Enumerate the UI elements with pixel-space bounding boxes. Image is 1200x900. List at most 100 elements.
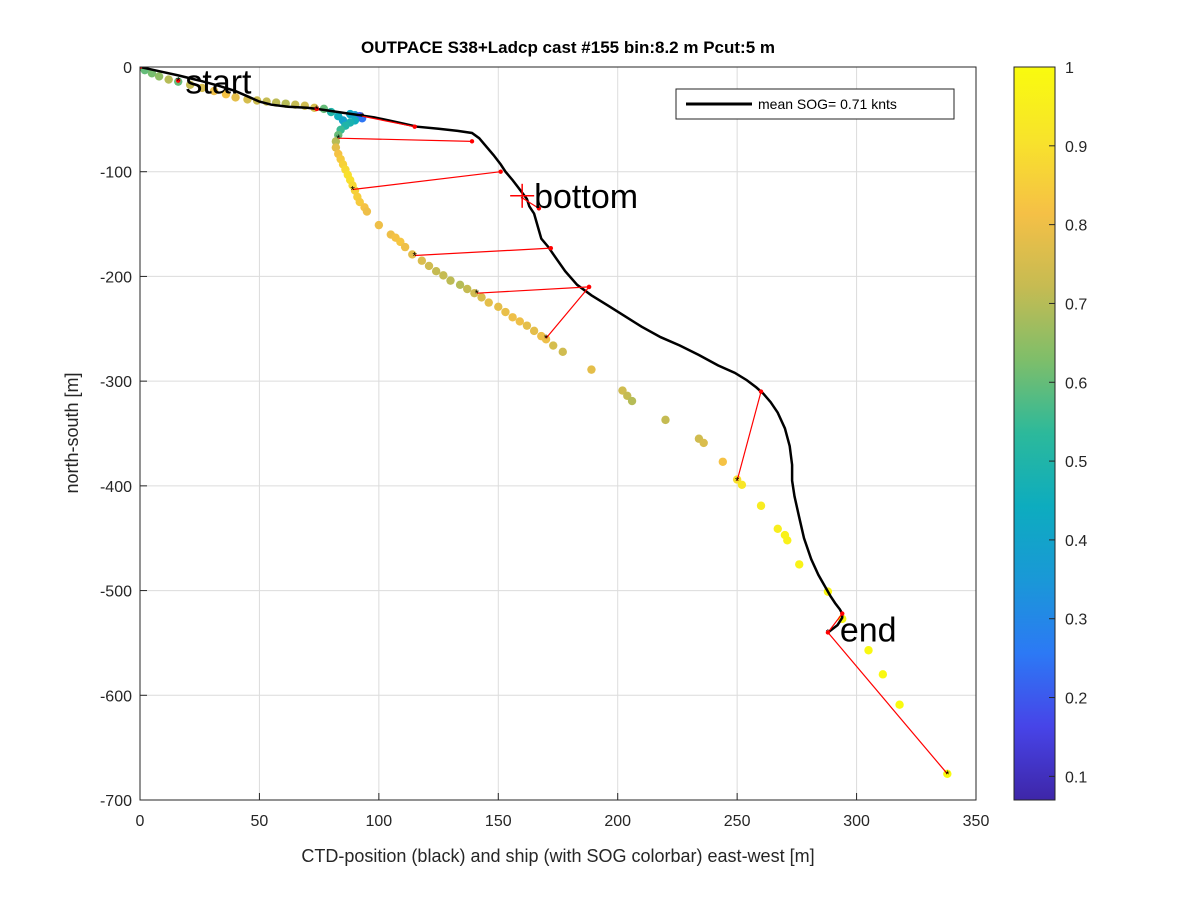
ship-point — [756, 501, 766, 510]
ship-point — [484, 298, 493, 307]
ship-point — [209, 86, 219, 96]
ctd-connector-point — [140, 67, 143, 70]
ship-point — [699, 438, 708, 448]
ship-point — [362, 207, 372, 216]
ship-point — [529, 326, 539, 336]
colorbar-tick-label: 0.9 — [1065, 139, 1087, 156]
ship-connector-star: * — [360, 111, 365, 123]
ship-connector-star: * — [735, 476, 740, 488]
ship-point — [424, 261, 434, 271]
ship-point — [522, 321, 532, 330]
colorbar-gradient — [1014, 67, 1055, 800]
ctd-connector-point — [536, 206, 542, 211]
colorbar: 0.1 0.2 0.3 0.4 0.5 0.6 0.7 0.8 0.9 1 — [1013, 60, 1087, 801]
annotation-start: start — [185, 64, 252, 102]
ship-point — [154, 72, 164, 81]
colorbar-tick-label: 0.8 — [1065, 218, 1087, 235]
ship-connector-star: * — [138, 62, 143, 74]
ship-point — [558, 347, 567, 357]
ctd-connector-point — [469, 139, 475, 144]
ship-connector-star: * — [475, 288, 480, 300]
colorbar-ticks: 0.1 0.2 0.3 0.4 0.5 0.6 0.7 0.8 0.9 1 — [1049, 60, 1087, 786]
ship-connector-star: * — [413, 250, 418, 262]
ship-point — [164, 75, 173, 84]
ship-connector-star: * — [945, 769, 950, 781]
ship-point — [864, 646, 873, 655]
colorbar-tick-label: 0.7 — [1065, 296, 1087, 313]
legend-label: mean SOG= 0.71 knts — [758, 96, 897, 112]
ship-point — [878, 670, 888, 679]
connector-line — [352, 171, 501, 191]
x-tick-label: 300 — [843, 813, 870, 830]
connector-line — [827, 613, 843, 633]
y-tick-label: -700 — [100, 793, 132, 810]
ship-point — [627, 396, 637, 406]
connector-line — [362, 115, 415, 128]
colorbar-tick-label: 0.1 — [1065, 769, 1087, 786]
colorbar-tick-label: 0.5 — [1065, 454, 1087, 471]
y-axis-ticks: -700 -600 -500 -400 -300 -200 -100 0 — [100, 60, 147, 810]
ship-point — [431, 266, 441, 276]
ship-point — [374, 220, 384, 230]
ship-point — [783, 536, 792, 545]
ctd-connector-point — [825, 630, 831, 635]
bottom-marker — [510, 183, 535, 208]
colorbar-tick-label: 0.6 — [1065, 375, 1087, 392]
colorbar-tick-label: 0.4 — [1065, 533, 1087, 550]
annotations: start bottom end — [185, 64, 896, 650]
x-tick-label: 100 — [366, 813, 393, 830]
legend: mean SOG= 0.71 knts — [675, 88, 955, 120]
connector-line — [545, 286, 590, 339]
ship-point — [895, 700, 904, 709]
annotation-end: end — [840, 611, 897, 649]
ship-point — [231, 93, 240, 102]
ship-point — [718, 457, 728, 466]
annotation-bottom: bottom — [534, 178, 638, 216]
y-tick-label: -600 — [100, 688, 132, 705]
connector-line — [521, 197, 540, 209]
ship-point — [737, 480, 747, 490]
x-axis-label: CTD-position (black) and ship (with SOG … — [301, 846, 814, 866]
y-axis-label: north-south [m] — [62, 372, 82, 493]
ship-connector-star: * — [544, 333, 549, 345]
x-tick-label: 350 — [963, 813, 990, 830]
ship-point — [795, 560, 804, 569]
plot-frame — [139, 66, 977, 801]
ctd-connector-point — [586, 284, 592, 290]
x-axis-ticks: 0 50 100 150 200 250 300 350 — [136, 793, 990, 830]
ship-point — [515, 317, 524, 326]
ctd-connector-point — [176, 78, 181, 83]
x-tick-label: 50 — [251, 813, 269, 830]
colorbar-frame — [1013, 66, 1056, 801]
plot-area — [140, 67, 976, 800]
ship-point — [587, 365, 596, 374]
colorbar-tick-label: 0.2 — [1065, 691, 1087, 708]
ctd-track-line — [140, 67, 844, 634]
y-tick-label: -200 — [100, 269, 132, 286]
connector-line — [414, 247, 551, 257]
ship-point — [501, 307, 510, 317]
y-tick-label: -300 — [100, 374, 132, 391]
ship-connector-star: * — [176, 76, 181, 88]
ctd-connector-point — [314, 106, 319, 112]
ship-point — [400, 242, 410, 252]
chart-title: OUTPACE S38+Ladcp cast #155 bin:8.2 m Pc… — [361, 38, 775, 57]
ship-point — [508, 313, 517, 322]
connector-line — [827, 632, 948, 775]
ship-point — [408, 250, 417, 259]
y-tick-label: 0 — [123, 60, 132, 77]
connector-line — [338, 137, 473, 142]
connector-line — [736, 391, 762, 481]
ctd-connector-point — [412, 124, 417, 129]
y-tick-label: -400 — [100, 479, 132, 496]
ship-point — [541, 335, 551, 344]
connector-line — [476, 286, 590, 294]
ship-point — [197, 83, 207, 93]
ship-point — [417, 256, 427, 265]
ship-point — [439, 271, 448, 280]
ship-point — [549, 341, 558, 350]
y-tick-label: -100 — [100, 165, 132, 182]
ship-connector-star: * — [350, 185, 355, 197]
ship-point — [477, 293, 486, 302]
